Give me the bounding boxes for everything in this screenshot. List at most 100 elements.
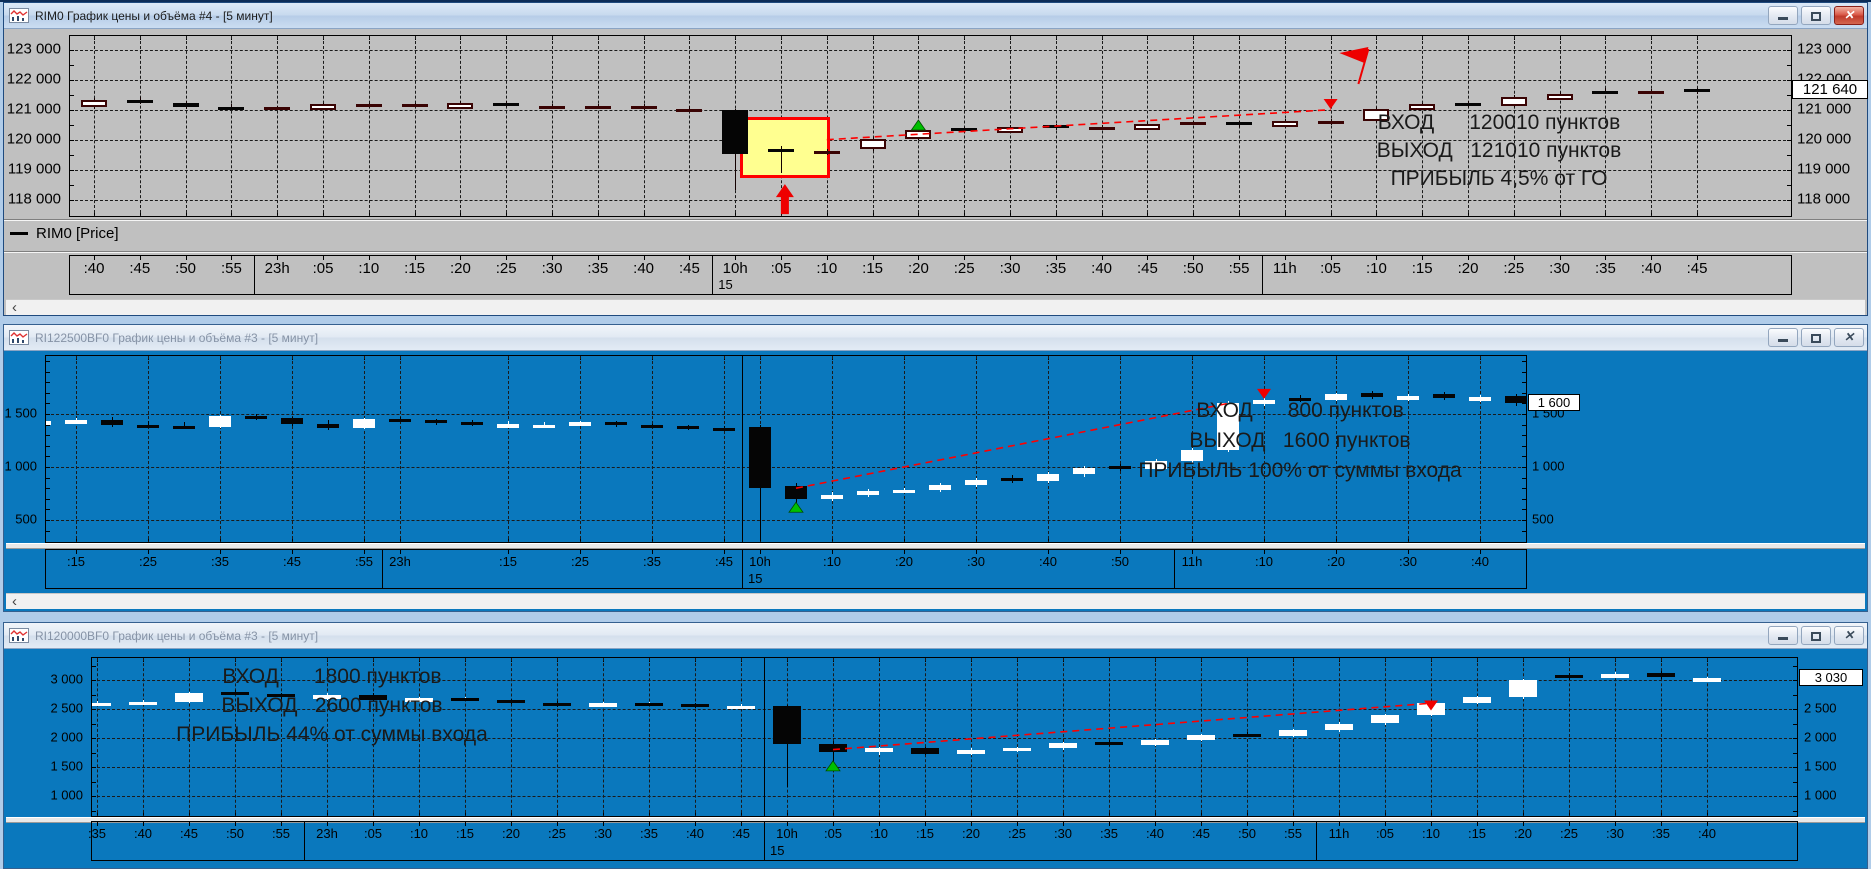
price-gridline [46,414,1526,415]
time-axis-label: :05 [1320,260,1342,277]
price-axis-label-right: 1 000 [1532,458,1565,474]
candle-11:20 [1325,393,1347,401]
series-line-icon [10,232,28,235]
close-button[interactable]: ✕ [1834,626,1864,645]
scroll-left-arrow[interactable]: ‹ [12,592,17,610]
horizontal-scrollbar[interactable]: ‹ [6,299,1865,315]
time-gridline [1569,658,1570,816]
axis-tick [185,256,187,260]
candle-11:05 [1371,714,1399,724]
minor-tick [1522,530,1526,532]
date-label: 15 [770,843,785,858]
maximize-button[interactable] [1801,6,1831,25]
close-button[interactable]: ✕ [1834,328,1864,347]
axis-tick [971,822,972,826]
axis-tick [511,822,512,826]
time-axis-label: :30 [1053,826,1073,841]
axis-tick [281,822,282,826]
axis-tick [400,550,401,554]
candle-11:10 [1253,400,1275,405]
time-gridline [368,36,370,216]
time-axis-label: :30 [999,260,1021,277]
time-gridline [281,658,282,816]
time-axis-label: :55 [1228,260,1250,277]
time-axis[interactable]: :40:45:50:55 23h:05:10:15:20:25:30:35:40:… [69,255,1792,295]
scroll-left-arrow[interactable]: ‹ [12,298,17,316]
time-gridline [918,36,920,216]
time-axis-label: 23h [264,260,290,277]
window-titlebar[interactable]: RIM0 График цены и объёма #4 - [5 минут]… [4,3,1867,29]
price-gridline [92,767,1797,768]
candle-23:30 [605,422,627,426]
time-gridline [925,658,926,816]
price-axis-label: 121 000 [6,100,61,118]
time-gridline [400,356,401,542]
time-axis-label: :45 [731,826,751,841]
window-titlebar[interactable]: RI122500BF0 График цены и объёма #3 - [5… [4,325,1867,351]
axis-tick [1192,550,1193,554]
candle-23:45 [713,427,735,431]
price-axis-label-right: 121 000 [1797,100,1852,118]
candle-10:20 [905,129,932,139]
time-axis-label: :40 [83,260,105,277]
axis-tick [552,256,553,260]
price-plot-area[interactable]: ВХОД 120010 пунктов ВЫХОД 121010 пунктов… [69,35,1792,217]
candle-11:10 [1417,703,1445,715]
horizontal-scrollbar[interactable]: ‹ [6,593,1865,609]
price-plot-area[interactable]: ВХОД 1800 пунктов ВЫХОД 2600 пунктов ПРИ… [91,657,1798,817]
price-plot-area[interactable]: ВХОД 800 пунктов ВЫХОД 1600 пунктов ПРИБ… [45,355,1527,543]
axis-splitter[interactable] [6,817,1865,823]
time-axis-label: :35 [587,260,609,277]
candle-10:45 [1073,468,1095,475]
time-gridline [1651,36,1653,216]
candle-22:45 [281,418,303,424]
candle-23:10 [355,104,382,107]
axis-splitter[interactable] [6,543,1865,549]
minor-tick [46,414,50,415]
time-gridline [1468,36,1469,216]
time-axis-label: :30 [1549,260,1571,277]
time-gridline [1239,36,1240,216]
exit-annotation: ВЫХОД 2600 пунктов [221,694,443,717]
time-axis-label: :45 [282,554,302,569]
time-axis[interactable]: :35:40:45:50:55 23h:05:10:15:20:25:30:35:… [88,821,1798,861]
minor-tick [92,694,96,696]
time-gridline [652,356,653,542]
time-axis[interactable]: :15:25:35:45:55 23h:15:25:35:45 10h:10:20:… [45,549,1527,589]
candle-11:30 [1601,674,1629,679]
minimize-button[interactable] [1768,328,1798,347]
candle-23:30 [589,703,617,708]
axis-tick [277,256,279,260]
minor-tick [1787,65,1791,66]
minor-tick [1522,424,1526,426]
candle-10:00 [773,706,801,744]
window-titlebar[interactable]: RI120000BF0 График цены и объёма #3 - [5… [4,623,1867,649]
axis-tick [649,822,650,826]
candle-10:15 [857,491,879,496]
candle-11:10 [1363,108,1390,121]
time-axis-label: :10 [822,554,842,569]
axis-tick [826,256,828,260]
maximize-button[interactable] [1801,626,1831,645]
close-button[interactable]: ✕ [1834,6,1864,25]
minor-tick [1793,709,1797,710]
candle-11:25 [1361,392,1383,398]
price-axis-label: 500 [15,511,37,527]
axis-tick [689,256,691,260]
maximize-button[interactable] [1801,328,1831,347]
time-axis-label: :35 [210,554,230,569]
axis-tick [1201,822,1202,826]
minimize-button[interactable] [1768,626,1798,645]
minor-tick [1522,445,1526,447]
candle-11:40 [1638,90,1665,94]
minimize-button[interactable] [1768,6,1798,25]
axis-tick [508,550,509,554]
minor-tick [1787,80,1791,81]
hour-divider [1261,256,1263,294]
axis-tick [1048,550,1049,554]
candle-23:05 [425,420,447,424]
price-axis-label-right: 500 [1532,511,1554,527]
axis-tick [643,256,645,260]
time-gridline [741,658,742,816]
axis-tick [1017,822,1018,826]
